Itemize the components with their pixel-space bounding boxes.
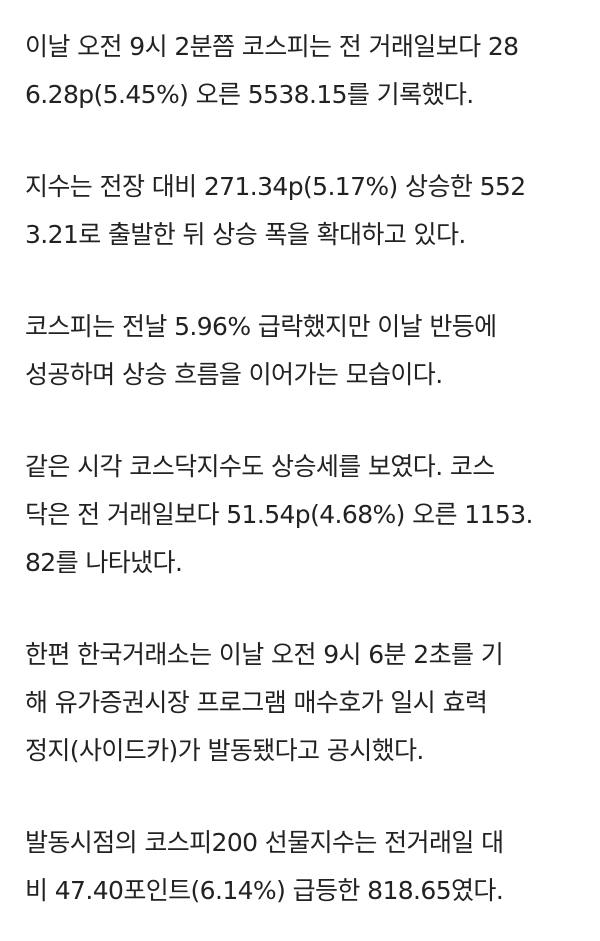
text-line: 비 47.40포인트(6.14%) 급등한 818.65였다. xyxy=(25,876,504,905)
text-line: 한편 한국거래소는 이날 오전 9시 6분 2초를 기 xyxy=(25,640,504,669)
paragraph: 발동시점의 코스피200 선물지수는 전거래일 대 비 47.40포인트(6.1… xyxy=(25,819,600,915)
text-line: 82를 나타냈다. xyxy=(25,548,183,577)
text-line: 닥은 전 거래일보다 51.54p(4.68%) 오른 1153. xyxy=(25,500,533,529)
text-line: 코스피는 전날 5.96% 급락했지만 이날 반등에 xyxy=(25,312,497,341)
article-body: 이날 오전 9시 2분쯤 코스피는 전 거래일보다 28 6.28p(5.45%… xyxy=(25,23,600,915)
text-line: 지수는 전장 대비 271.34p(5.17%) 상승한 552 xyxy=(25,172,526,201)
text-line: 이날 오전 9시 2분쯤 코스피는 전 거래일보다 28 xyxy=(25,32,519,61)
paragraph: 한편 한국거래소는 이날 오전 9시 6분 2초를 기 해 유가증권시장 프로그… xyxy=(25,631,600,775)
paragraph: 지수는 전장 대비 271.34p(5.17%) 상승한 552 3.21로 출… xyxy=(25,163,600,259)
text-line: 정지(사이드카)가 발동됐다고 공시했다. xyxy=(25,736,424,765)
text-line: 발동시점의 코스피200 선물지수는 전거래일 대 xyxy=(25,828,504,857)
text-line: 3.21로 출발한 뒤 상승 폭을 확대하고 있다. xyxy=(25,220,466,249)
paragraph: 코스피는 전날 5.96% 급락했지만 이날 반등에 성공하며 상승 흐름을 이… xyxy=(25,303,600,399)
text-line: 해 유가증권시장 프로그램 매수호가 일시 효력 xyxy=(25,688,488,717)
paragraph: 이날 오전 9시 2분쯤 코스피는 전 거래일보다 28 6.28p(5.45%… xyxy=(25,23,600,119)
text-line: 같은 시각 코스닥지수도 상승세를 보였다. 코스 xyxy=(25,452,495,481)
text-line: 6.28p(5.45%) 오른 5538.15를 기록했다. xyxy=(25,80,474,109)
text-line: 성공하며 상승 흐름을 이어가는 모습이다. xyxy=(25,360,443,389)
paragraph: 같은 시각 코스닥지수도 상승세를 보였다. 코스 닥은 전 거래일보다 51.… xyxy=(25,443,600,587)
